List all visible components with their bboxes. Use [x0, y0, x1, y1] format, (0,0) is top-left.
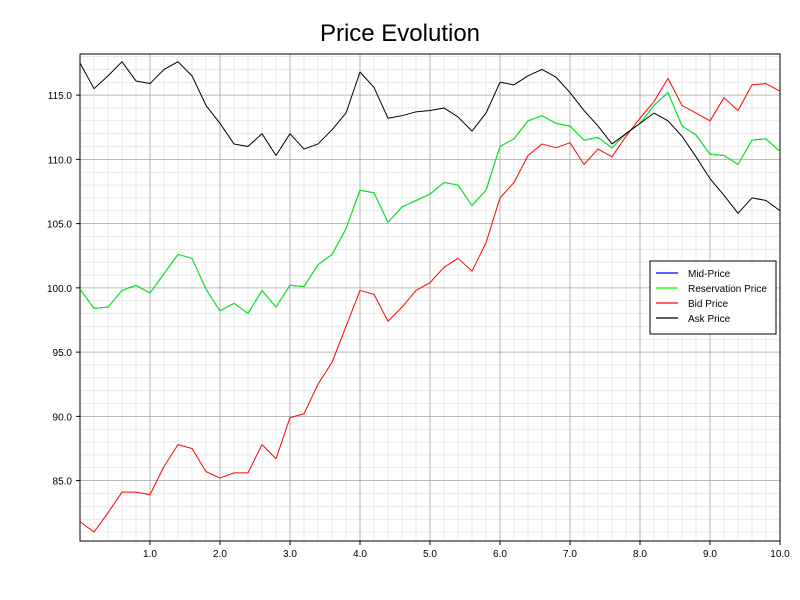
legend-label: Ask Price — [688, 314, 731, 325]
y-axis-ticks: 85.0 90.0 95.0 100.0 105.0 110.0 115.0 — [47, 91, 80, 488]
x-axis-ticks: 1.0 2.0 3.0 4.0 5.0 6.0 7.0 8.0 9.0 10.0 — [143, 541, 790, 560]
y-tick-label: 95.0 — [53, 348, 73, 359]
x-tick-label: 10.0 — [770, 549, 790, 560]
y-tick-label: 85.0 — [53, 477, 73, 488]
x-tick-label: 8.0 — [633, 549, 647, 560]
legend-label: Bid Price — [688, 299, 728, 310]
series-line-bid-price — [79, 77, 781, 533]
x-tick-label: 4.0 — [353, 549, 367, 560]
legend-label: Reservation Price — [688, 284, 767, 295]
x-tick-label: 5.0 — [423, 549, 437, 560]
chart-title: Price Evolution — [319, 20, 481, 47]
y-tick-label: 110.0 — [48, 155, 73, 166]
series-line-ask-price — [79, 61, 781, 214]
x-tick-label: 1.0 — [143, 549, 157, 560]
y-tick-label: 100.0 — [47, 284, 72, 295]
x-tick-label: 3.0 — [283, 549, 297, 560]
x-tick-label: 6.0 — [493, 549, 507, 560]
x-tick-label: 9.0 — [703, 549, 717, 560]
y-tick-label: 90.0 — [53, 412, 73, 423]
series-lines — [79, 61, 781, 533]
series-line-reservation-price — [79, 92, 781, 315]
legend: Mid-Price Reservation Price Bid Price Ask P… — [649, 260, 777, 335]
y-tick-label: 105.0 — [47, 220, 72, 231]
x-tick-label: 7.0 — [563, 549, 577, 560]
y-tick-label: 115.0 — [48, 91, 73, 102]
x-tick-label: 2.0 — [213, 549, 227, 560]
legend-label: Mid-Price — [688, 269, 731, 280]
